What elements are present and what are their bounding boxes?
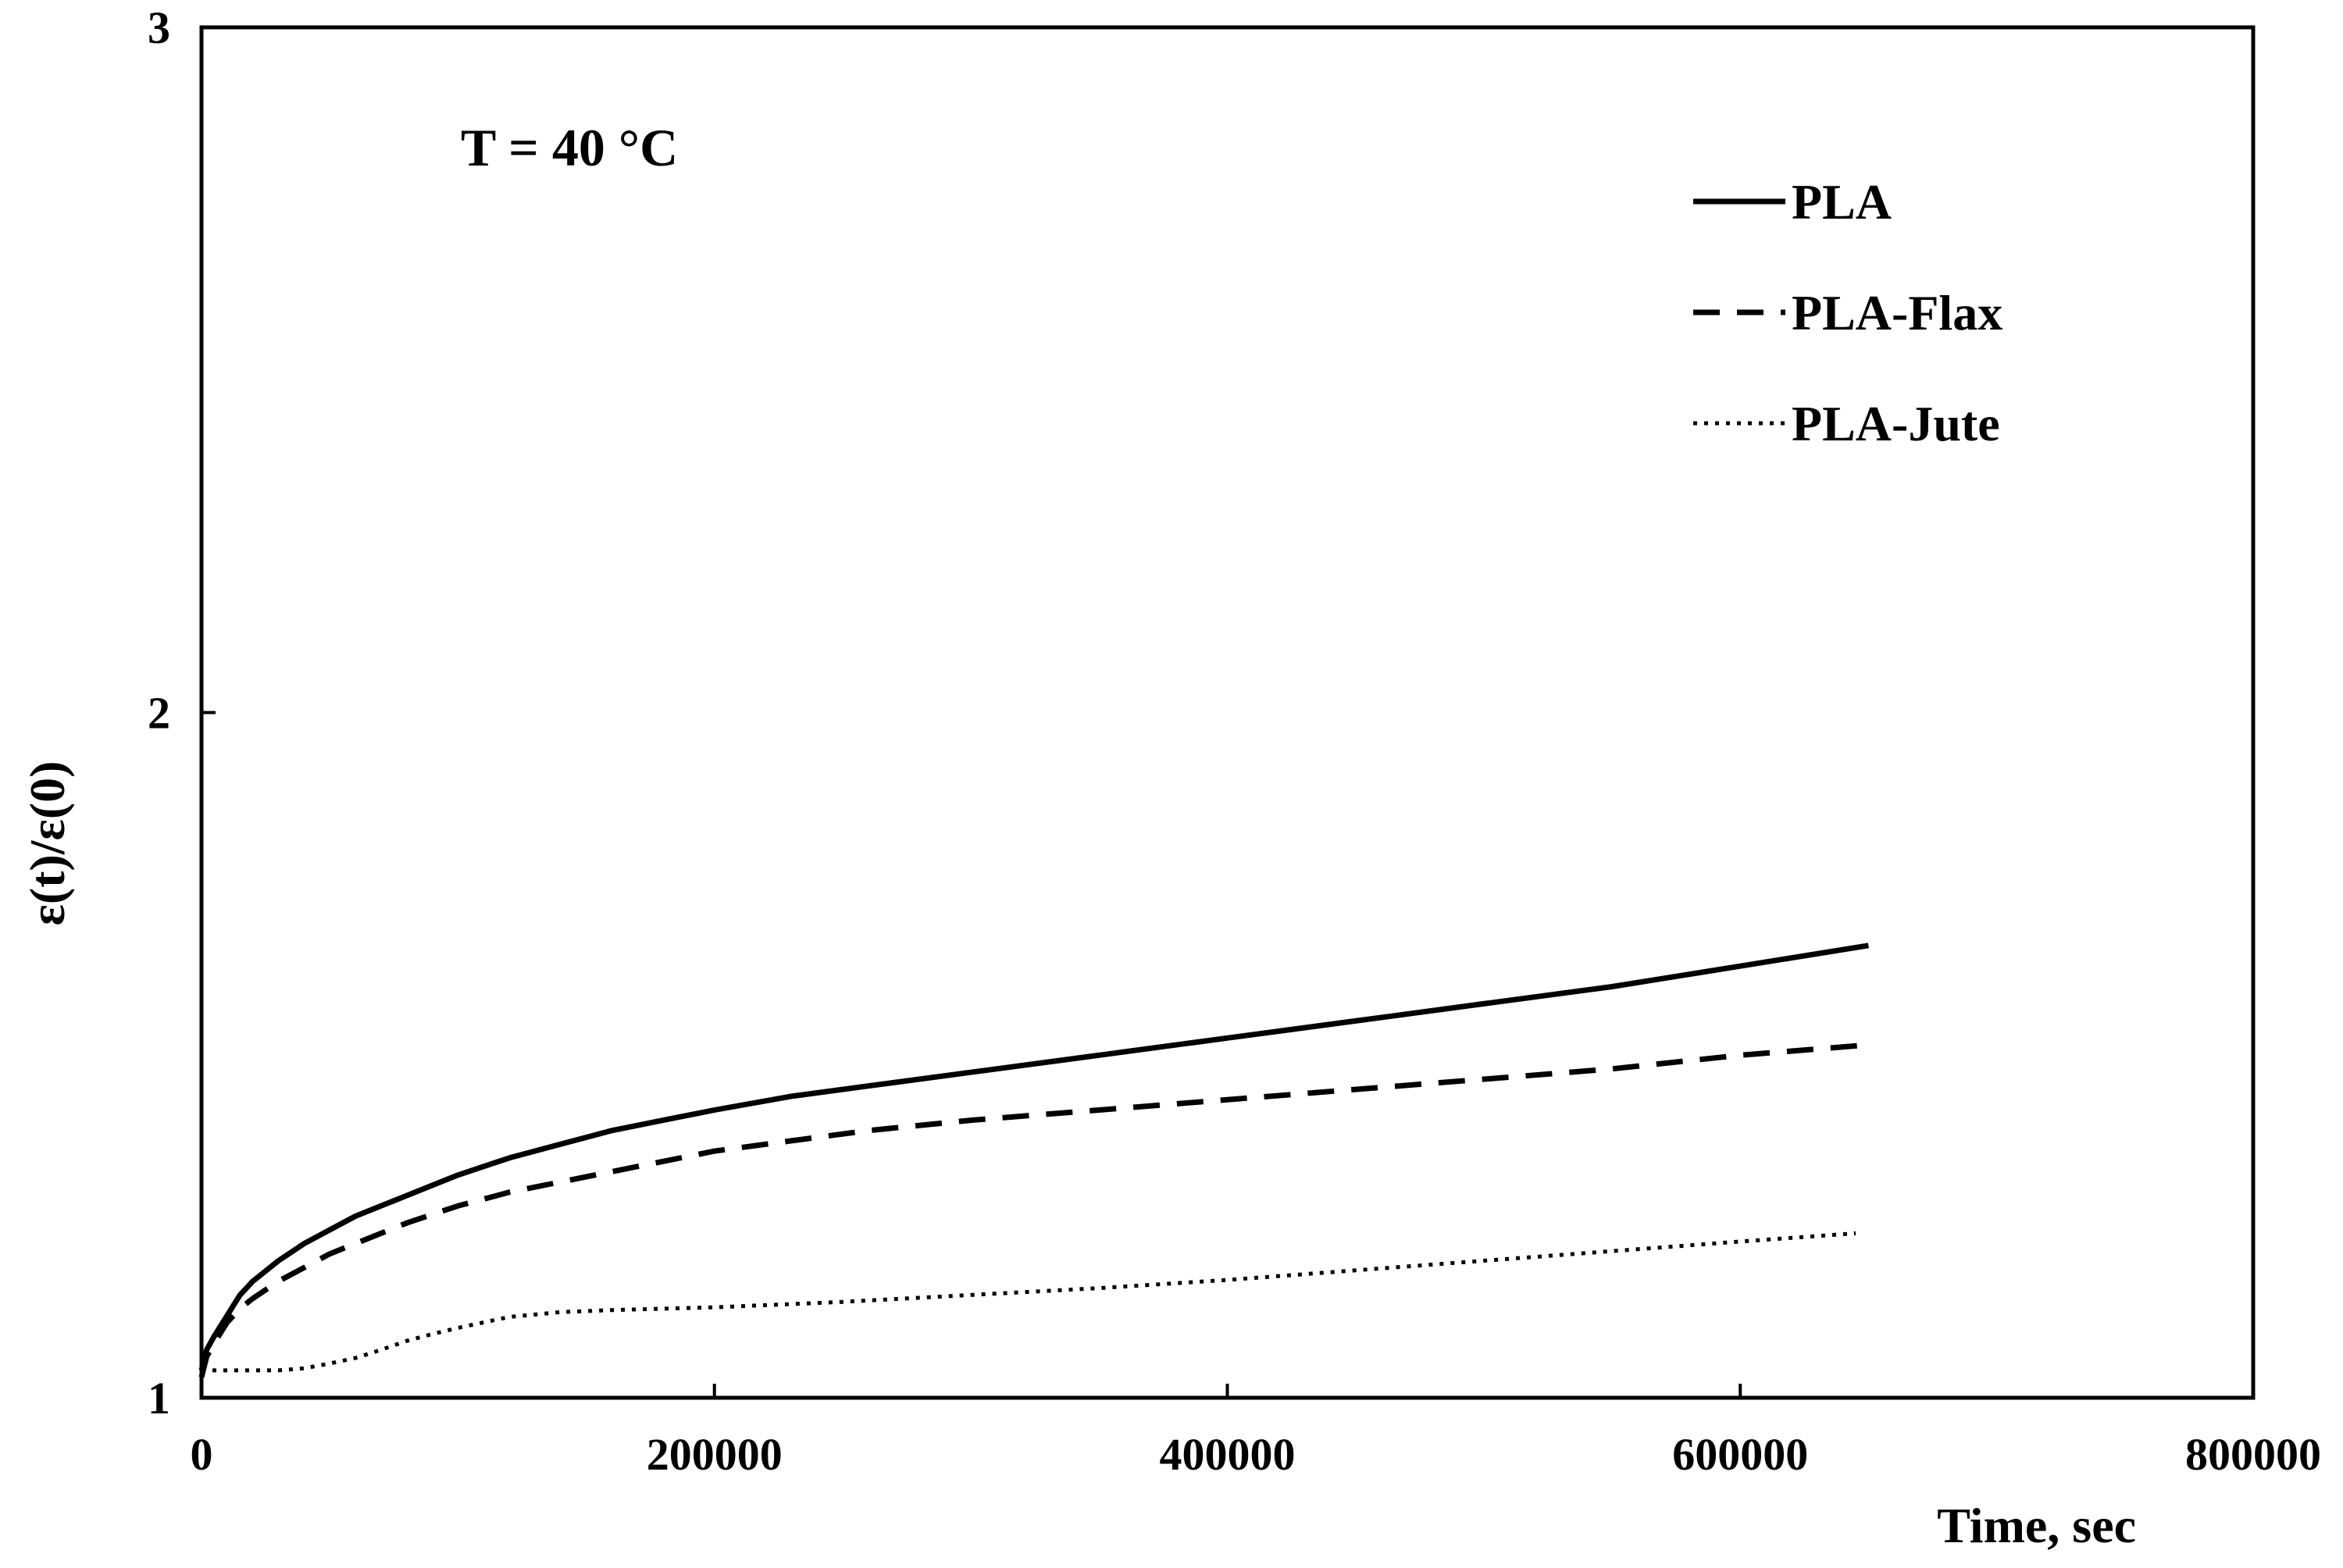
legend-label-pla-flax: PLA-Flax — [1792, 285, 2002, 340]
x-tick-label: 0 — [191, 1429, 213, 1480]
legend-label-pla-jute: PLA-Jute — [1792, 396, 2000, 451]
x-axis-title: Time, sec — [1937, 1498, 2136, 1553]
y-tick-label: 1 — [148, 1373, 170, 1424]
legend: PLA PLA-Flax PLA-Jute — [1693, 174, 2002, 451]
series-line-pla-jute — [201, 1231, 1856, 1373]
axis-ticks: 0 200000 400000 600000 800000 1 2 3 — [148, 2, 2321, 1480]
x-tick-label: 200000 — [647, 1429, 783, 1480]
x-tick-label: 800000 — [2185, 1429, 2321, 1480]
y-tick-label: 2 — [148, 688, 170, 739]
x-tick-label: 400000 — [1160, 1429, 1296, 1480]
series-line-pla-flax — [198, 1042, 1869, 1378]
series-line-pla — [198, 943, 1869, 1371]
legend-label-pla: PLA — [1792, 174, 1892, 230]
temperature-annotation: T = 40 °C — [461, 118, 678, 177]
series-layer — [198, 943, 1869, 1378]
y-axis-title: ε(t)/ε(0) — [20, 761, 75, 925]
x-tick-label: 600000 — [1672, 1429, 1808, 1480]
y-tick-label: 3 — [148, 2, 170, 53]
